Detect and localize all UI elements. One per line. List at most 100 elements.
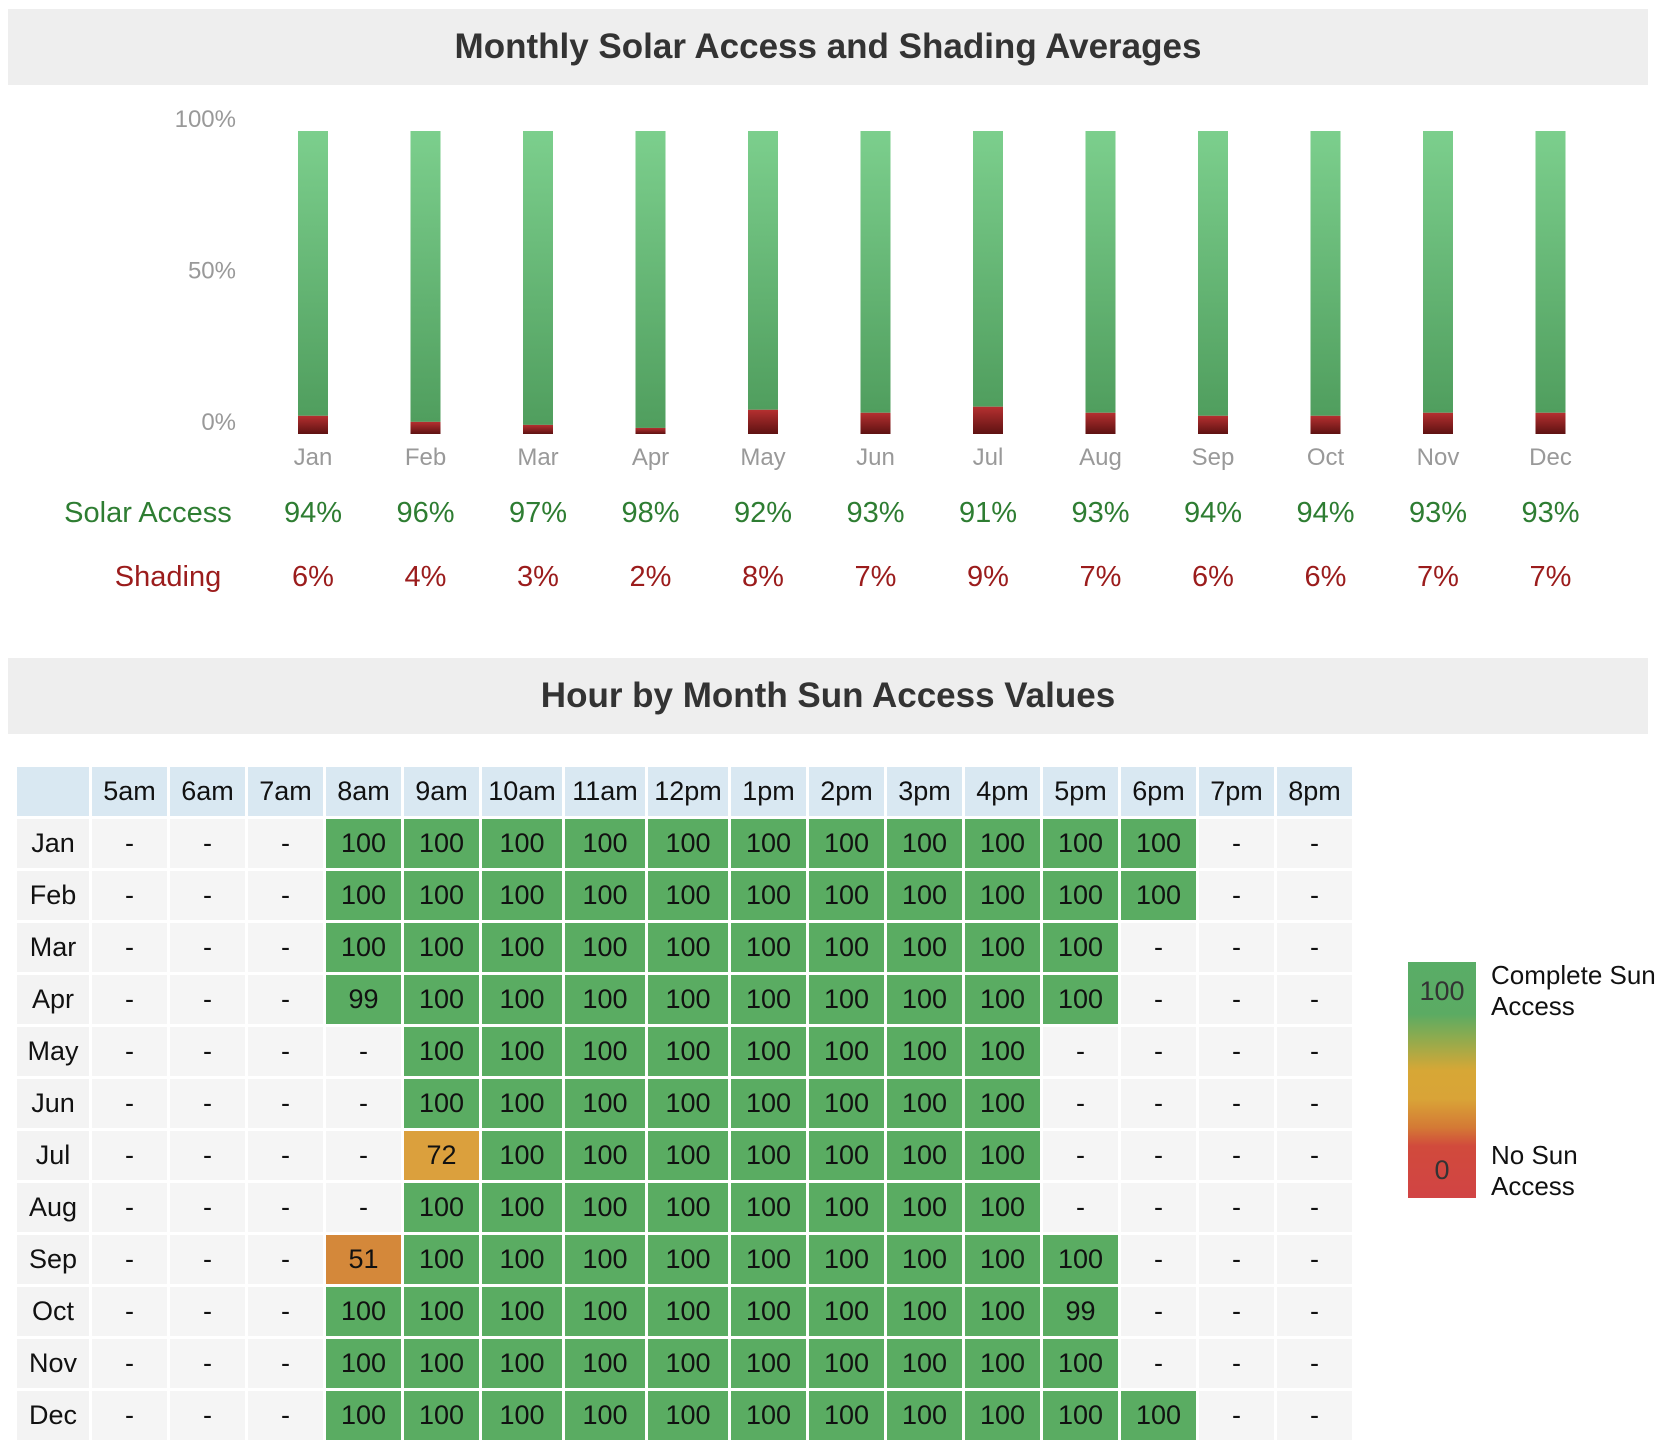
heatmap-cell: -	[1277, 819, 1352, 868]
heatmap-cell: -	[1043, 1079, 1118, 1128]
heatmap-cell: -	[1121, 1235, 1196, 1284]
heatmap-cell: -	[1277, 1235, 1352, 1284]
heatmap-cell: -	[170, 1079, 245, 1128]
legend-color-scale	[1408, 962, 1476, 1198]
heatmap-cell: 100	[404, 819, 479, 868]
heatmap-cell: -	[1199, 1287, 1274, 1336]
heatmap-cell: 100	[887, 923, 962, 972]
heatmap-cell: -	[92, 975, 167, 1024]
month-row-header: Apr	[17, 975, 89, 1024]
solar-access-value: 94%	[284, 497, 342, 529]
sun-access-heatmap: 5am 6am 7am 8am 9am 10am 11am 12pm 1pm 2pm 3pm 4pm 5…	[14, 764, 1355, 1443]
heatmap-cell: -	[170, 1287, 245, 1336]
heatmap-cell: 100	[887, 1391, 962, 1440]
heatmap-cell: -	[92, 1235, 167, 1284]
heatmap-corner	[17, 767, 89, 816]
month-row-header: Feb	[17, 871, 89, 920]
heatmap-cell: 100	[1121, 819, 1196, 868]
heatmap-cell: 51	[326, 1235, 401, 1284]
x-tick-label: Jun	[856, 444, 895, 471]
bar-solar-access	[1535, 131, 1566, 413]
heatmap-cell: -	[1121, 1183, 1196, 1232]
heatmap-cell: 100	[731, 1391, 806, 1440]
heatmap-cell: 100	[565, 819, 645, 868]
heatmap-cell: 100	[648, 1391, 728, 1440]
heatmap-cell: 100	[965, 1079, 1040, 1128]
heatmap-cell: 100	[965, 819, 1040, 868]
heatmap-cell: 100	[482, 923, 562, 972]
heatmap-cell: 100	[887, 871, 962, 920]
heatmap-cell: 100	[965, 1339, 1040, 1388]
heatmap-cell: 100	[809, 1339, 884, 1388]
bar-solar-access	[298, 131, 328, 416]
shading-value: 9%	[967, 561, 1009, 593]
heatmap-cell: -	[248, 1391, 323, 1440]
heatmap-cell: -	[1277, 871, 1352, 920]
bar-solar-access	[1085, 131, 1116, 413]
heatmap-row: Mar - - -100 100 100 100 100 100 100 100 100 100- - -	[17, 923, 1352, 972]
heatmap-cell: 100	[326, 1287, 401, 1336]
heatmap-cell: 100	[565, 871, 645, 920]
heatmap-cell: 100	[404, 1287, 479, 1336]
heatmap-cell: -	[248, 1079, 323, 1128]
hour-column-header: 8am	[326, 767, 401, 816]
legend-max-value: 100	[1419, 976, 1465, 1006]
heatmap-cell: -	[1277, 1027, 1352, 1076]
heatmap-cell: 100	[404, 975, 479, 1024]
heatmap-cell: -	[248, 1027, 323, 1076]
bar-shading	[973, 406, 1003, 434]
heatmap-row: Jun - - - -100 100 100 100 100 100 100 100- - - -	[17, 1079, 1352, 1128]
heatmap-cell: 100	[404, 871, 479, 920]
month-row-header: Jul	[17, 1131, 89, 1180]
section-header-monthly: Monthly Solar Access and Shading Average…	[8, 9, 1648, 85]
heatmap-cell: 72	[404, 1131, 479, 1180]
heatmap-row: Dec - - -100 100 100 100 100 100 100 100 100 100 100-…	[17, 1391, 1352, 1440]
heatmap-cell: -	[248, 871, 323, 920]
heatmap-cell: -	[92, 1391, 167, 1440]
heatmap-cell: 100	[404, 1079, 479, 1128]
heatmap-cell: 100	[565, 1131, 645, 1180]
heatmap-cell: 100	[965, 1183, 1040, 1232]
shading-value: 8%	[742, 561, 784, 593]
heatmap-cell: 100	[565, 923, 645, 972]
heatmap-cell: 99	[326, 975, 401, 1024]
section-header-hourly: Hour by Month Sun Access Values	[8, 658, 1648, 734]
heatmap-cell: -	[1199, 1131, 1274, 1180]
heatmap-cell: 100	[809, 923, 884, 972]
heatmap-cell: 100	[648, 871, 728, 920]
heatmap-cell: 100	[1043, 923, 1118, 972]
heatmap-cell: 100	[965, 871, 1040, 920]
heatmap-cell: 100	[1043, 1391, 1118, 1440]
heatmap-title: Hour by Month Sun Access Values	[540, 676, 1116, 715]
heatmap-cell: -	[1199, 871, 1274, 920]
heatmap-cell: -	[248, 1183, 323, 1232]
heatmap-cell: 100	[404, 1235, 479, 1284]
bar-shading	[1535, 412, 1566, 434]
heatmap-cell: 100	[326, 923, 401, 972]
heatmap-row: Feb - - -100 100 100 100 100 100 100 100 100 100 100-…	[17, 871, 1352, 920]
hour-column-header: 2pm	[809, 767, 884, 816]
shading-value: 7%	[1080, 561, 1122, 593]
heatmap-cell: 100	[404, 1391, 479, 1440]
heatmap-cell: 100	[565, 1079, 645, 1128]
bar-shading	[748, 409, 778, 434]
solar-access-value: 97%	[509, 497, 567, 529]
heatmap-cell: -	[326, 1079, 401, 1128]
heatmap-cell: -	[1121, 923, 1196, 972]
heatmap-cell: 100	[731, 1183, 806, 1232]
heatmap-cell: 100	[565, 1287, 645, 1336]
solar-access-value: 96%	[396, 497, 454, 529]
heatmap-cell: -	[1121, 1287, 1196, 1336]
heatmap-cell: 100	[326, 871, 401, 920]
solar-access-value: 91%	[959, 497, 1017, 529]
legend-min-value: 0	[1434, 1155, 1450, 1185]
heatmap-cell: 100	[648, 1027, 728, 1076]
heatmap-cell: 100	[404, 1183, 479, 1232]
heatmap-row: Sep - - -51 100 100 100 100 100 100 100 100 100- - -	[17, 1235, 1352, 1284]
hour-column-header: 7pm	[1199, 767, 1274, 816]
heatmap-cell: 100	[482, 1183, 562, 1232]
heatmap-cell: -	[248, 819, 323, 868]
heatmap-cell: -	[326, 1131, 401, 1180]
bars-group	[298, 131, 1566, 434]
heatmap-cell: 100	[887, 1235, 962, 1284]
